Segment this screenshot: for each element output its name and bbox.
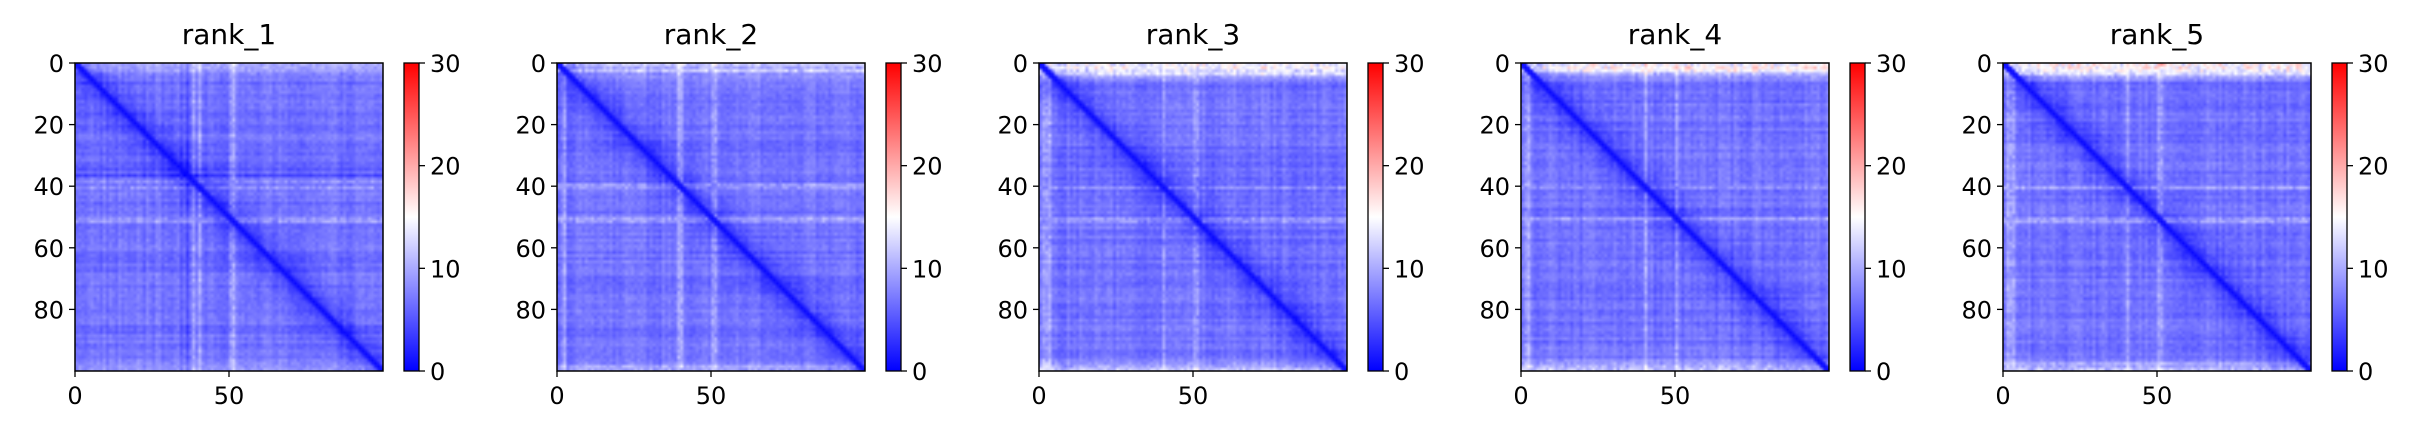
x-tick-label: 0	[1513, 382, 1528, 410]
panel-title: rank_4	[1628, 18, 1722, 51]
y-tick-label: 20	[515, 112, 546, 140]
heatmap-panel-4: rank_4 0 20 40 60 80 0 50 0 10 20 30	[1479, 18, 1906, 410]
y-tick-label: 60	[33, 235, 64, 263]
colorbar-tick-label: 30	[912, 50, 943, 78]
heatmap-image	[1039, 63, 1347, 371]
y-tick-label: 0	[1013, 50, 1028, 78]
colorbar-tick-label: 0	[430, 358, 445, 386]
colorbar-tick-label: 30	[1394, 50, 1425, 78]
colorbar-tick-label: 10	[1394, 255, 1425, 283]
y-tick-label: 60	[1961, 235, 1992, 263]
colorbar-tick-label: 10	[2358, 255, 2389, 283]
heatmap-image	[2003, 63, 2311, 371]
colorbar	[2331, 62, 2348, 372]
y-tick-label: 60	[515, 235, 546, 263]
colorbar-tick-label: 0	[1876, 358, 1891, 386]
colorbar-tick-label: 0	[912, 358, 927, 386]
heatmap-panel-2: rank_2 0 20 40 60 80 0 50 0 10 20 30	[515, 18, 942, 410]
y-tick-label: 20	[1961, 112, 1992, 140]
y-tick-label: 80	[33, 296, 64, 324]
heatmap-panel-3: rank_3 0 20 40 60 80 0 50 0 10 20 30	[997, 18, 1424, 410]
y-tick-label: 0	[1977, 50, 1992, 78]
x-tick-label: 50	[214, 382, 245, 410]
colorbar-tick-label: 0	[2358, 358, 2373, 386]
y-tick-label: 40	[997, 173, 1028, 201]
colorbar-tick-label: 20	[1394, 153, 1425, 181]
x-tick-label: 0	[67, 382, 82, 410]
y-tick-label: 60	[997, 235, 1028, 263]
panel-title: rank_3	[1146, 18, 1240, 51]
y-tick-label: 40	[1961, 173, 1992, 201]
colorbar-tick-label: 10	[912, 255, 943, 283]
colorbar-tick-label: 10	[430, 255, 461, 283]
colorbar-tick-label: 30	[430, 50, 461, 78]
y-tick-label: 40	[515, 173, 546, 201]
colorbar	[885, 62, 902, 372]
x-tick-label: 50	[1660, 382, 1691, 410]
y-tick-label: 20	[997, 112, 1028, 140]
x-tick-label: 50	[1178, 382, 1209, 410]
heatmap-panel-5: rank_5 0 20 40 60 80 0 50 0 10 20 30	[1961, 18, 2388, 410]
x-tick-label: 0	[1031, 382, 1046, 410]
y-tick-label: 80	[515, 296, 546, 324]
x-tick-label: 50	[696, 382, 727, 410]
colorbar	[403, 62, 420, 372]
y-tick-label: 40	[33, 173, 64, 201]
colorbar-tick-label: 10	[1876, 255, 1907, 283]
colorbar-tick-label: 0	[1394, 358, 1409, 386]
heatmap-image	[557, 63, 865, 371]
y-tick-label: 80	[1961, 296, 1992, 324]
colorbar	[1849, 62, 1866, 372]
y-tick-label: 80	[997, 296, 1028, 324]
y-tick-label: 60	[1479, 235, 1510, 263]
x-tick-label: 0	[1995, 382, 2010, 410]
y-tick-label: 80	[1479, 296, 1510, 324]
panel-title: rank_1	[182, 18, 276, 51]
heatmap-panel-1: rank_1 0 20 40 60 80 0 50 0 10 20 30	[33, 18, 460, 410]
colorbar-tick-label: 20	[912, 153, 943, 181]
panel-title: rank_5	[2110, 18, 2204, 51]
y-tick-label: 20	[1479, 112, 1510, 140]
x-tick-label: 0	[549, 382, 564, 410]
colorbar-tick-label: 20	[430, 153, 461, 181]
colorbar-tick-label: 30	[2358, 50, 2389, 78]
y-tick-label: 0	[531, 50, 546, 78]
y-tick-label: 0	[49, 50, 64, 78]
y-tick-label: 40	[1479, 173, 1510, 201]
heatmap-image	[75, 63, 383, 371]
colorbar-tick-label: 30	[1876, 50, 1907, 78]
heatmap-image	[1521, 63, 1829, 371]
y-tick-label: 0	[1495, 50, 1510, 78]
colorbar-tick-label: 20	[1876, 153, 1907, 181]
x-tick-label: 50	[2142, 382, 2173, 410]
panel-title: rank_2	[664, 18, 758, 51]
y-tick-label: 20	[33, 112, 64, 140]
colorbar-tick-label: 20	[2358, 153, 2389, 181]
colorbar	[1367, 62, 1384, 372]
